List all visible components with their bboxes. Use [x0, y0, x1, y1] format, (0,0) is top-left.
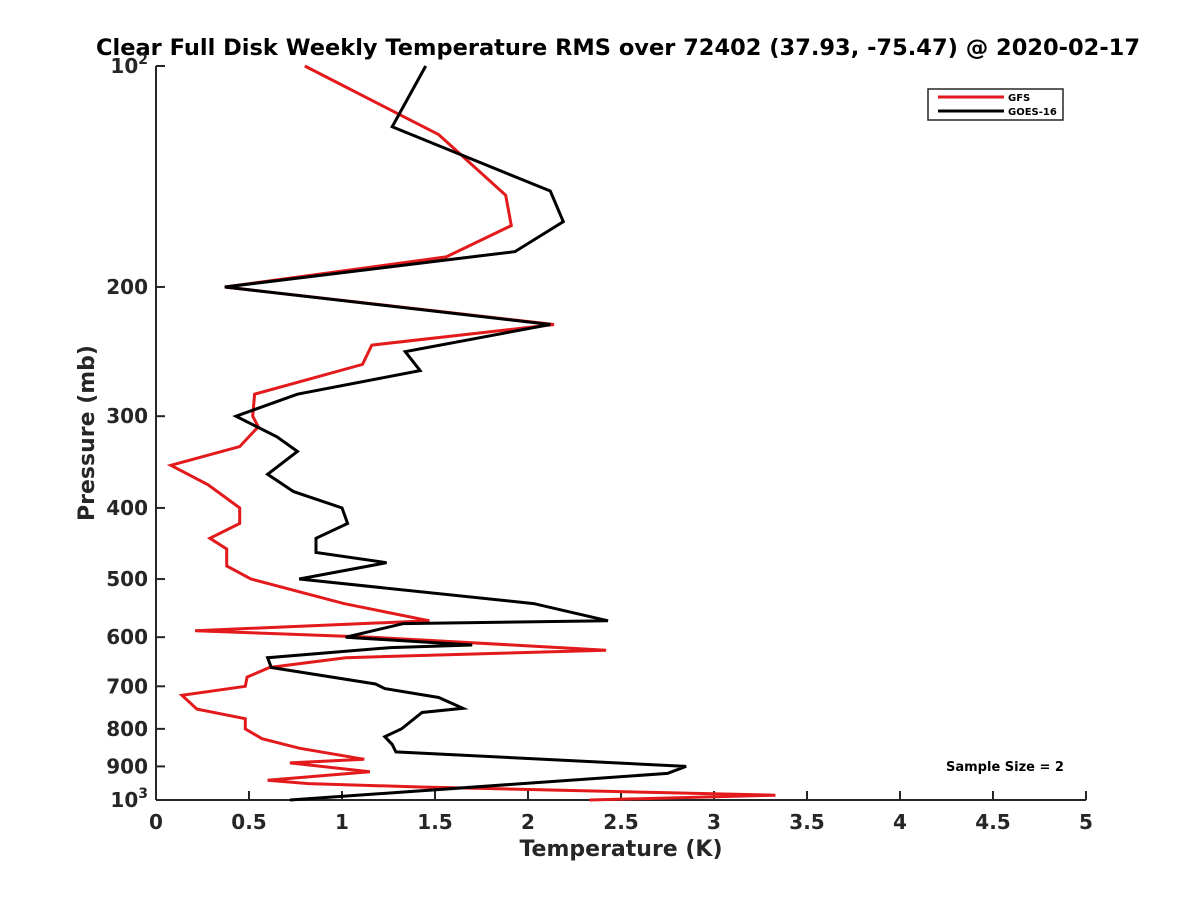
- y-tick-label: 103: [110, 786, 148, 812]
- x-axis-title: Temperature (K): [519, 837, 722, 862]
- y-tick-label-base: 10: [110, 54, 138, 78]
- y-tick-label-exponent: 3: [138, 786, 148, 802]
- y-tick-label-base: 10: [110, 788, 138, 812]
- series-line-goes-16: [224, 65, 687, 802]
- y-tick-label: 400: [106, 496, 148, 520]
- sample-size-annotation: Sample Size = 2: [946, 760, 1064, 775]
- x-tick-label: 3: [707, 810, 721, 834]
- series-line-gfs: [166, 64, 776, 802]
- legend-label-gfs: GFS: [1008, 93, 1030, 104]
- x-tick-label: 0: [149, 810, 163, 834]
- x-tick-label: 0.5: [231, 810, 266, 834]
- legend-label-goes-16: GOES-16: [1008, 107, 1057, 118]
- y-tick-label: 900: [106, 754, 148, 778]
- chart-title: Clear Full Disk Weekly Temperature RMS o…: [96, 35, 1140, 61]
- y-tick-label: 800: [106, 717, 148, 741]
- x-tick-label: 2: [521, 810, 535, 834]
- x-tick-label: 3.5: [789, 810, 824, 834]
- y-tick-label: 700: [106, 674, 148, 698]
- y-tick-label: 500: [106, 567, 148, 591]
- y-axis-title: Pressure (mb): [75, 345, 100, 521]
- x-tick-label: 2.5: [603, 810, 638, 834]
- legend: GFS GOES-16: [927, 88, 1064, 121]
- plot-area: [155, 66, 1086, 801]
- x-tick-label: 1.5: [417, 810, 452, 834]
- y-tick-label: 200: [106, 275, 148, 299]
- x-axis-ticks: 0 0.5 1 1.5 2 2.5 3 3.5 4 4.5 5: [149, 791, 1093, 834]
- x-tick-label: 4.5: [975, 810, 1010, 834]
- y-tick-label: 102: [110, 52, 148, 78]
- x-tick-label: 5: [1079, 810, 1093, 834]
- x-tick-label: 1: [335, 810, 349, 834]
- y-tick-label-exponent: 2: [138, 52, 148, 68]
- y-tick-label: 600: [106, 625, 148, 649]
- series-layer: [166, 64, 776, 802]
- y-tick-label: 300: [106, 404, 148, 428]
- legend-box: [927, 88, 1064, 121]
- x-tick-label: 4: [893, 810, 907, 834]
